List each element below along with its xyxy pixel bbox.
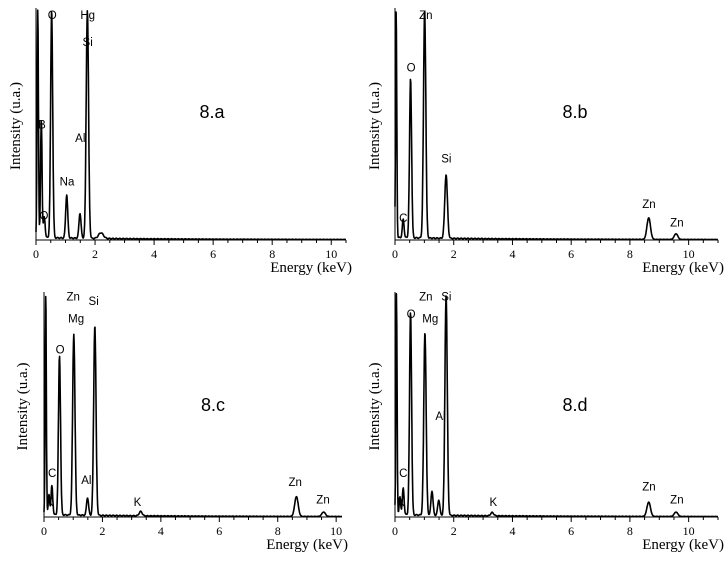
y-axis-title: Intensity (u.a.): [367, 82, 383, 170]
panel-8c: 0 2 4 6 8 10 Zn Si Mg O C Al K K Zn Zn Energy (keV) Inten…: [15, 291, 348, 553]
x-tick-label: 10: [330, 524, 342, 538]
peak-label-al: Al: [75, 133, 85, 145]
peak-label-si: Si: [441, 153, 451, 165]
peak-label-c: C: [48, 468, 56, 480]
peak-label-zn: Zn: [642, 199, 655, 211]
peak-label-c: C: [399, 468, 407, 480]
x-axis-title: Energy (keV): [266, 537, 348, 553]
panel-8b: 0 2 4 6 8 10 Zn O Si Zn Zn C Energy (keV) Intensity (…: [367, 8, 724, 276]
panel-tag: 8.c: [201, 395, 225, 415]
x-tick-label: 0: [392, 247, 398, 261]
peak-label-c: C: [399, 213, 407, 225]
peak-label-o: O: [56, 344, 65, 356]
peak-label-zn: Zn: [670, 495, 683, 507]
spectrum-line: [394, 292, 719, 518]
x-tick-label: 2: [451, 247, 457, 261]
panel-tag: 8.b: [562, 102, 587, 122]
x-tick-label: 4: [509, 524, 515, 538]
peak-label-zn: Zn: [419, 291, 432, 303]
peak-label-mg: Mg: [68, 314, 84, 326]
peak-label-k: K: [397, 497, 405, 509]
peak-label-b: B: [38, 119, 46, 131]
panel-8a: 0 2 4 6 8 10 O Hg Si B Al Na O Energy (keV) Intensity …: [8, 8, 352, 276]
peak-label-hg: Hg: [80, 10, 95, 22]
x-tick-label: 6: [568, 524, 574, 538]
x-tick-label: 8: [627, 247, 633, 261]
peak-label-al: Al: [435, 411, 445, 423]
x-tick-label: 6: [568, 247, 574, 261]
x-axis-title: Energy (keV): [642, 537, 724, 553]
peak-label-na: Na: [60, 176, 75, 188]
spectrum-line: [43, 295, 343, 518]
x-tick-label: 10: [325, 247, 337, 261]
x-tick-label: 4: [509, 247, 515, 261]
x-axis-title: Energy (keV): [642, 260, 724, 276]
x-tick-label: 0: [392, 524, 398, 538]
x-tick-label: 2: [92, 247, 98, 261]
peak-label-zn: Zn: [289, 477, 302, 489]
peak-label-o: O: [407, 309, 416, 321]
x-tick-label: 4: [151, 247, 157, 261]
peak-label-k: K: [490, 497, 498, 509]
x-tick-label: 8: [269, 247, 275, 261]
peak-label-si: Si: [441, 291, 451, 303]
panel-8d: 0 2 4 6 8 10 Zn Si O Mg Al C K K Zn Zn Energy (keV) Inten…: [367, 291, 724, 553]
x-tick-label: 8: [627, 524, 633, 538]
peak-label-zn: Zn: [419, 10, 432, 22]
peak-label-si: Si: [89, 296, 99, 308]
x-tick-label: 0: [41, 524, 47, 538]
y-axis-title: Intensity (u.a.): [8, 82, 24, 170]
peak-label-al: Al: [81, 475, 91, 487]
x-axis-title: Energy (keV): [270, 260, 352, 276]
peak-label-k: K: [46, 497, 54, 509]
x-tick-label: 6: [210, 247, 216, 261]
panel-tag: 8.a: [199, 102, 225, 122]
peak-label-zn: Zn: [670, 217, 683, 229]
x-tick-label: 4: [158, 524, 164, 538]
x-tick-label: 10: [683, 247, 695, 261]
spectrum-line: [394, 11, 719, 241]
peak-label-zn: Zn: [642, 481, 655, 493]
panel-tag: 8.d: [562, 395, 587, 415]
peak-label-mg: Mg: [422, 314, 438, 326]
x-tick-label: 10: [683, 524, 695, 538]
x-tick-label: 8: [275, 524, 281, 538]
peak-label-zn: Zn: [316, 495, 329, 507]
x-tick-label: 2: [451, 524, 457, 538]
x-tick-label: 2: [99, 524, 105, 538]
x-tick-label: 6: [216, 524, 222, 538]
peak-label-si: Si: [83, 37, 93, 49]
peak-label-o: O: [39, 210, 48, 222]
peak-label-o: O: [407, 62, 416, 74]
peak-label-zn: Zn: [67, 291, 80, 303]
peak-label-o: O: [48, 10, 57, 22]
peak-label-k: K: [134, 497, 142, 509]
spectrum-line: [35, 9, 347, 241]
x-tick-label: 0: [33, 247, 39, 261]
y-axis-title: Intensity (u.a.): [15, 363, 31, 451]
y-axis-title: Intensity (u.a.): [367, 363, 383, 451]
